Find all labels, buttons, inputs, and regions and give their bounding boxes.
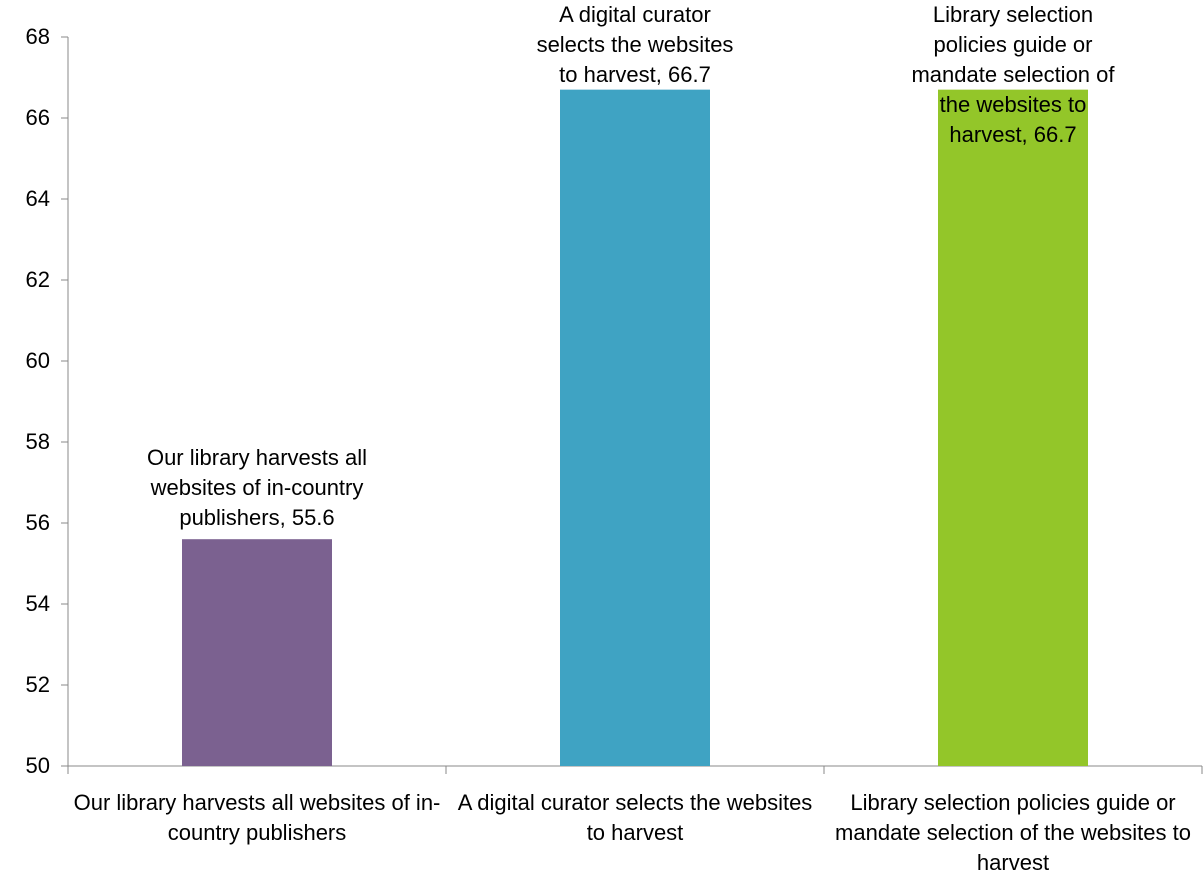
- y-tick-label: 60: [25, 348, 50, 373]
- bar: [938, 89, 1088, 766]
- y-tick-label: 66: [25, 105, 50, 130]
- x-tick-label: A digital curator selects the websites t…: [457, 790, 813, 845]
- y-tick-label: 62: [25, 267, 50, 292]
- x-tick-label: Our library harvests all websites of in-…: [73, 790, 441, 845]
- y-tick-label: 58: [25, 429, 50, 454]
- y-tick-label: 52: [25, 672, 50, 697]
- y-tick-label: 50: [25, 753, 50, 778]
- y-tick-label: 54: [25, 591, 50, 616]
- y-tick-label: 64: [25, 186, 50, 211]
- y-tick-label: 68: [25, 24, 50, 49]
- bar: [560, 89, 710, 766]
- data-label: A digital curator selects the websites t…: [536, 2, 734, 87]
- x-tick-label: Library selection policies guide or mand…: [835, 790, 1191, 875]
- data-label: Library selection policies guide or mand…: [911, 2, 1115, 147]
- bar: [182, 539, 332, 766]
- y-tick-label: 56: [25, 510, 50, 535]
- data-label: Our library harvests all websites of in-…: [146, 445, 368, 531]
